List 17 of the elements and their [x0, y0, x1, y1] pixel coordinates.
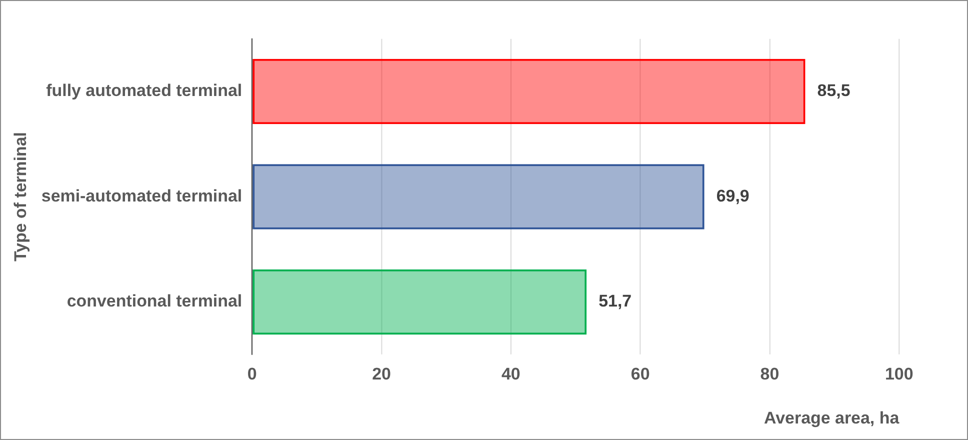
x-tick-label: 80 — [760, 364, 780, 384]
data-label: 69,9 — [716, 186, 750, 206]
x-axis-title: Average area, ha — [764, 408, 900, 428]
x-tick-label: 100 — [884, 364, 914, 384]
x-tick-label: 60 — [630, 364, 650, 384]
y-tick-label: conventional terminal — [66, 292, 242, 311]
y-axis-title: Type of terminal — [10, 132, 30, 262]
x-tick-label: 20 — [372, 364, 391, 384]
y-tick-label: semi-automated terminal — [41, 186, 242, 206]
y-tick-label: fully automated terminal — [46, 81, 242, 100]
x-tick-label: 0 — [247, 364, 257, 384]
data-label: 85,5 — [817, 81, 850, 100]
x-tick-label: 40 — [501, 364, 520, 384]
bar — [252, 269, 587, 335]
data-label: 51,7 — [598, 292, 632, 311]
bar — [252, 164, 704, 230]
bar — [252, 58, 806, 124]
